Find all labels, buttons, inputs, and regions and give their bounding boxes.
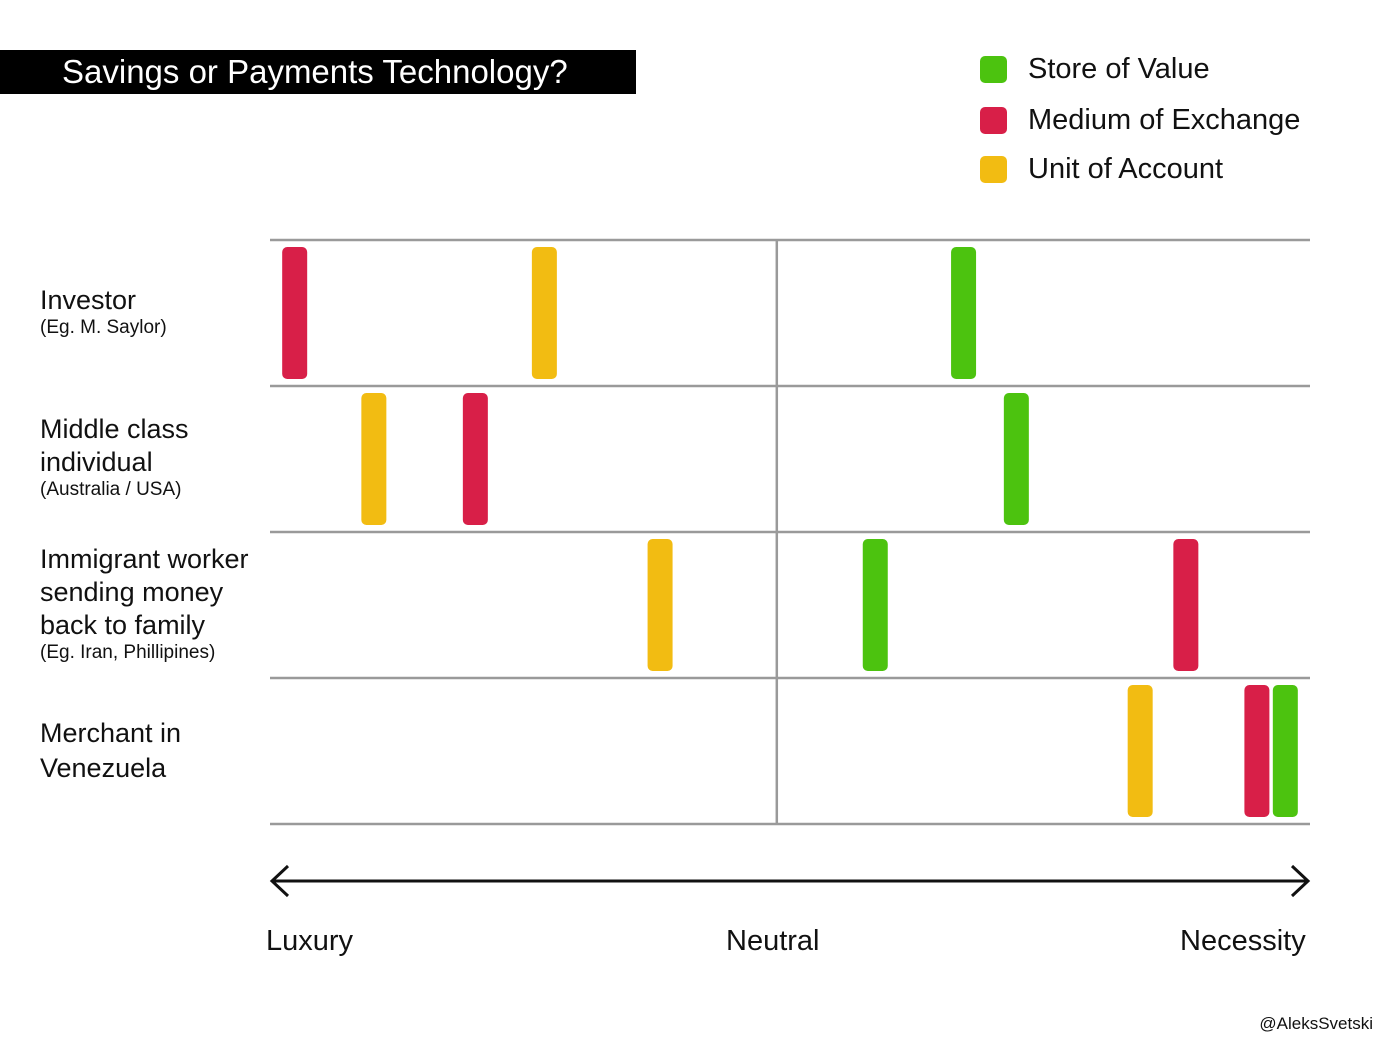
row-name-investor: Investor xyxy=(40,285,137,315)
marker-unit-of-account xyxy=(361,393,387,525)
marker-store-of-value xyxy=(1003,393,1029,525)
legend-label-store-of-value: Store of Value xyxy=(1028,53,1210,85)
row-note-immigrant-worker: (Eg. Iran, Phillipines) xyxy=(40,642,216,663)
marker-store-of-value xyxy=(1272,685,1298,817)
chart-title: Savings or Payments Technology? xyxy=(62,53,568,90)
row-label-merchant: Merchant in Venezuela xyxy=(40,716,280,786)
marker-unit-of-account xyxy=(1127,685,1153,817)
row-note-middle-class: (Australia / USA) xyxy=(40,479,182,500)
marker-unit-of-account xyxy=(647,539,673,671)
marker-store-of-value xyxy=(951,247,977,379)
axis-label-luxury: Luxury xyxy=(266,925,354,957)
marker-unit-of-account xyxy=(531,247,557,379)
legend-swatch-unit-of-account xyxy=(980,156,1007,183)
row-name-middle-class: Middle class individual xyxy=(40,414,189,477)
chart-title-bar: Savings or Payments Technology? xyxy=(0,50,636,94)
row-label-investor: Investor (Eg. M. Saylor) xyxy=(40,284,280,339)
author-credit: @AleksSvetski xyxy=(1259,1014,1373,1033)
legend-swatch-medium-of-exchange xyxy=(980,107,1007,134)
axis-label-necessity: Necessity xyxy=(1180,925,1306,957)
arrow-right-icon xyxy=(1290,864,1311,898)
legend-swatch-store-of-value xyxy=(980,56,1007,83)
marker-store-of-value xyxy=(862,539,888,671)
row-label-middle-class: Middle class individual (Australia / USA… xyxy=(40,413,280,501)
grid-layer xyxy=(270,238,1310,826)
axis-arrow xyxy=(269,864,1311,898)
marker-layer xyxy=(282,247,1298,817)
marker-medium-of-exchange xyxy=(462,393,488,525)
arrow-left-icon xyxy=(269,864,290,898)
axis-label-neutral: Neutral xyxy=(726,925,820,957)
legend-label-unit-of-account: Unit of Account xyxy=(1028,153,1224,185)
marker-medium-of-exchange xyxy=(282,247,308,379)
row-name-merchant: Merchant in Venezuela xyxy=(40,718,182,783)
row-note-investor: (Eg. M. Saylor) xyxy=(40,317,167,338)
row-name-immigrant-worker: Immigrant worker sending money back to f… xyxy=(40,544,249,640)
legend-label-medium-of-exchange: Medium of Exchange xyxy=(1028,104,1301,136)
marker-medium-of-exchange xyxy=(1173,539,1199,671)
marker-medium-of-exchange xyxy=(1244,685,1270,817)
row-label-immigrant-worker: Immigrant worker sending money back to f… xyxy=(40,543,280,664)
